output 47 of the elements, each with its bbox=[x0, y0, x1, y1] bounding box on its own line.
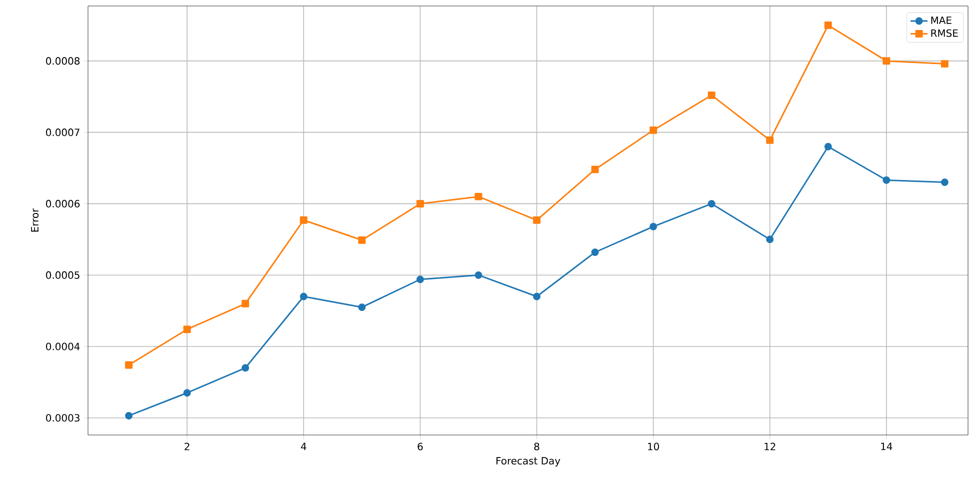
x-tick-label: 12 bbox=[764, 442, 776, 450]
point bbox=[125, 412, 133, 420]
point bbox=[183, 326, 191, 334]
point bbox=[708, 91, 716, 99]
x-tick-label: 2 bbox=[184, 442, 190, 450]
point bbox=[474, 271, 482, 279]
point bbox=[474, 192, 482, 200]
y-tick-label: 0.0008 bbox=[46, 57, 80, 65]
point bbox=[940, 178, 948, 186]
point bbox=[242, 300, 250, 308]
point bbox=[824, 142, 832, 150]
y-tick-label: 0.0006 bbox=[46, 200, 80, 208]
point bbox=[650, 126, 658, 134]
point bbox=[416, 276, 424, 284]
point bbox=[766, 236, 774, 244]
point bbox=[882, 176, 890, 184]
x-tick-label: 8 bbox=[534, 442, 540, 450]
y-tick-label: 0.0007 bbox=[46, 128, 80, 136]
x-axis-title: Forecast Day bbox=[496, 457, 560, 466]
point bbox=[300, 216, 308, 224]
point bbox=[358, 236, 366, 244]
point bbox=[940, 60, 948, 68]
point bbox=[533, 292, 540, 300]
x-tick-label: 10 bbox=[648, 442, 659, 450]
point bbox=[533, 216, 540, 224]
point bbox=[766, 136, 774, 144]
y-axis-title: Error bbox=[31, 208, 39, 232]
point bbox=[358, 303, 366, 311]
point bbox=[882, 57, 890, 65]
point bbox=[650, 222, 658, 230]
point bbox=[591, 248, 599, 256]
y-tick-label: 0.0005 bbox=[46, 271, 80, 279]
x-tick-label: 4 bbox=[300, 442, 306, 450]
legend-label: RMSE bbox=[931, 29, 958, 37]
y-tick-label: 0.0004 bbox=[46, 342, 80, 350]
point bbox=[300, 292, 308, 300]
point bbox=[416, 200, 424, 208]
point bbox=[708, 200, 716, 208]
point bbox=[824, 22, 832, 29]
legend-label: MAE bbox=[931, 16, 952, 24]
x-tick-label: 6 bbox=[418, 442, 423, 450]
point bbox=[591, 166, 599, 174]
y-tick-label: 0.0003 bbox=[46, 414, 80, 422]
point bbox=[125, 361, 133, 369]
point bbox=[242, 364, 250, 372]
point bbox=[183, 389, 191, 397]
x-tick-label: 14 bbox=[881, 442, 892, 450]
